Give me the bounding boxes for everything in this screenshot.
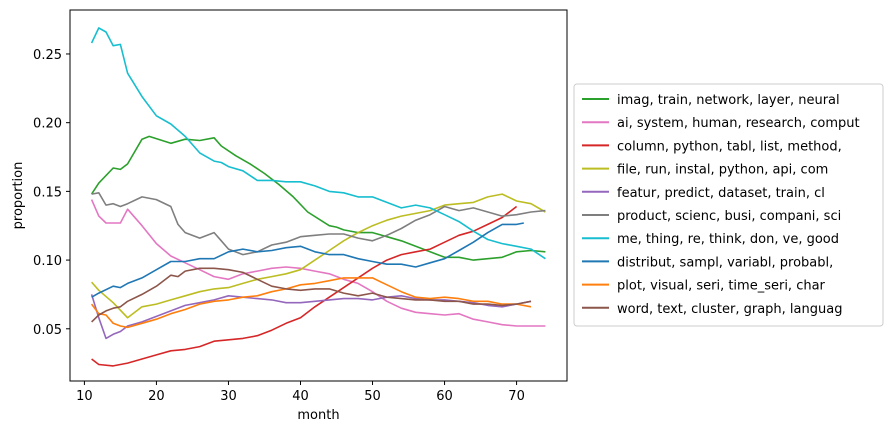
x-tick-label: 40 — [292, 389, 309, 404]
y-tick-label: 0.20 — [33, 117, 62, 132]
legend-label: me, thing, re, think, don, ve, good — [617, 232, 839, 247]
legend-frame — [573, 83, 884, 327]
series-line-6 — [91, 192, 546, 256]
legend-label: word, text, cluster, graph, languag — [617, 302, 842, 317]
series-line-8 — [91, 222, 524, 298]
x-tick-label: 20 — [148, 389, 165, 404]
legend-label: imag, train, network, layer, neural — [617, 93, 840, 108]
y-tick-label: 0.25 — [33, 48, 62, 63]
y-tick-label: 0.05 — [33, 323, 62, 338]
series-line-9 — [90, 277, 532, 329]
y-axis: 0.05 0.10 0.15 0.20 0.25 — [33, 48, 70, 338]
plot-lines — [90, 27, 546, 367]
plot-frame — [69, 9, 568, 382]
series-line-4 — [90, 193, 546, 319]
legend-label: plot, visual, seri, time_seri, char — [617, 279, 826, 294]
y-tick-label: 0.10 — [33, 254, 62, 269]
legend-label: ai, system, human, research, comput — [617, 116, 860, 131]
legend-label: product, scienc, busi, compani, sci — [617, 209, 841, 224]
x-tick-label: 50 — [364, 389, 381, 404]
y-tick-label: 0.15 — [33, 185, 62, 200]
legend-label: featur, predict, dataset, train, cl — [617, 186, 825, 201]
y-axis-title: proportion — [11, 162, 26, 230]
series-line-1 — [90, 135, 546, 261]
x-tick-label: 30 — [220, 389, 237, 404]
legend-label: distribut, sampl, variabl, probabl, — [617, 255, 833, 270]
legend: imag, train, network, layer, neural ai, s… — [573, 83, 884, 327]
x-tick-label: 10 — [76, 389, 93, 404]
x-axis: 10 20 30 40 50 60 70 — [76, 381, 525, 404]
series-line-10 — [91, 267, 532, 323]
legend-label: file, run, instal, python, api, com — [617, 163, 828, 178]
series-line-3 — [91, 205, 518, 367]
x-axis-title: month — [297, 408, 339, 423]
x-tick-label: 60 — [436, 389, 453, 404]
series-line-7 — [90, 27, 546, 260]
x-tick-label: 70 — [508, 389, 525, 404]
legend-label: column, python, tabl, list, method, — [617, 139, 842, 154]
series-line-2 — [90, 199, 546, 327]
